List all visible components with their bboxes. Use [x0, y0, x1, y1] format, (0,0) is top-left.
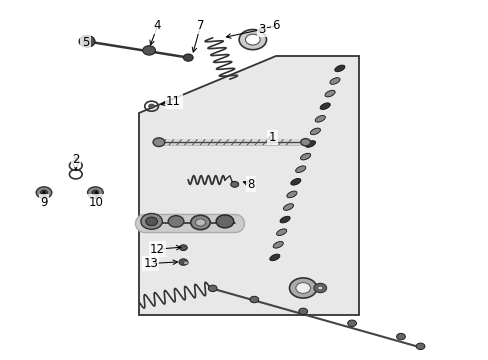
Circle shape [396, 333, 405, 340]
Ellipse shape [286, 191, 296, 198]
Text: 10: 10 [89, 196, 103, 209]
Ellipse shape [315, 116, 325, 122]
Text: 6: 6 [272, 19, 280, 32]
Circle shape [190, 215, 210, 230]
Ellipse shape [276, 229, 286, 235]
Ellipse shape [269, 254, 279, 261]
Text: 2: 2 [72, 153, 80, 166]
Text: 1: 1 [268, 131, 276, 144]
Text: 7: 7 [196, 19, 204, 32]
Circle shape [179, 259, 187, 265]
Ellipse shape [295, 166, 305, 172]
Ellipse shape [329, 78, 339, 84]
Circle shape [83, 39, 91, 44]
Ellipse shape [310, 128, 320, 135]
Ellipse shape [300, 153, 310, 160]
Text: 12: 12 [150, 243, 164, 256]
Circle shape [168, 216, 183, 227]
Circle shape [142, 46, 155, 55]
Circle shape [249, 296, 258, 303]
Text: 9: 9 [40, 196, 48, 209]
Ellipse shape [290, 179, 300, 185]
Circle shape [87, 187, 103, 198]
Circle shape [216, 215, 233, 228]
Polygon shape [139, 56, 359, 315]
Ellipse shape [283, 204, 293, 210]
Circle shape [183, 261, 188, 265]
Circle shape [289, 278, 316, 298]
Circle shape [208, 285, 217, 292]
Circle shape [347, 320, 356, 327]
Circle shape [317, 286, 322, 290]
Circle shape [239, 30, 266, 50]
Circle shape [92, 190, 99, 195]
Text: 4: 4 [153, 19, 161, 32]
Text: 13: 13 [143, 257, 158, 270]
Circle shape [183, 54, 193, 61]
Ellipse shape [273, 242, 283, 248]
Text: 3: 3 [257, 23, 265, 36]
Ellipse shape [325, 90, 334, 97]
Ellipse shape [280, 216, 289, 223]
Text: 11: 11 [166, 95, 181, 108]
Circle shape [79, 36, 95, 47]
Circle shape [148, 104, 154, 108]
Circle shape [230, 181, 238, 187]
Circle shape [300, 139, 310, 146]
Ellipse shape [305, 141, 315, 147]
Ellipse shape [320, 103, 329, 109]
Circle shape [245, 34, 260, 45]
Circle shape [153, 138, 164, 147]
Circle shape [415, 343, 424, 350]
Text: 5: 5 [81, 36, 89, 49]
Text: 8: 8 [246, 178, 254, 191]
Circle shape [41, 190, 47, 195]
Circle shape [179, 245, 187, 251]
Circle shape [195, 219, 205, 226]
Circle shape [295, 283, 310, 293]
Circle shape [313, 283, 326, 293]
Circle shape [141, 213, 162, 229]
Ellipse shape [334, 65, 344, 72]
Circle shape [298, 308, 307, 315]
Circle shape [36, 187, 52, 198]
Circle shape [145, 217, 157, 226]
